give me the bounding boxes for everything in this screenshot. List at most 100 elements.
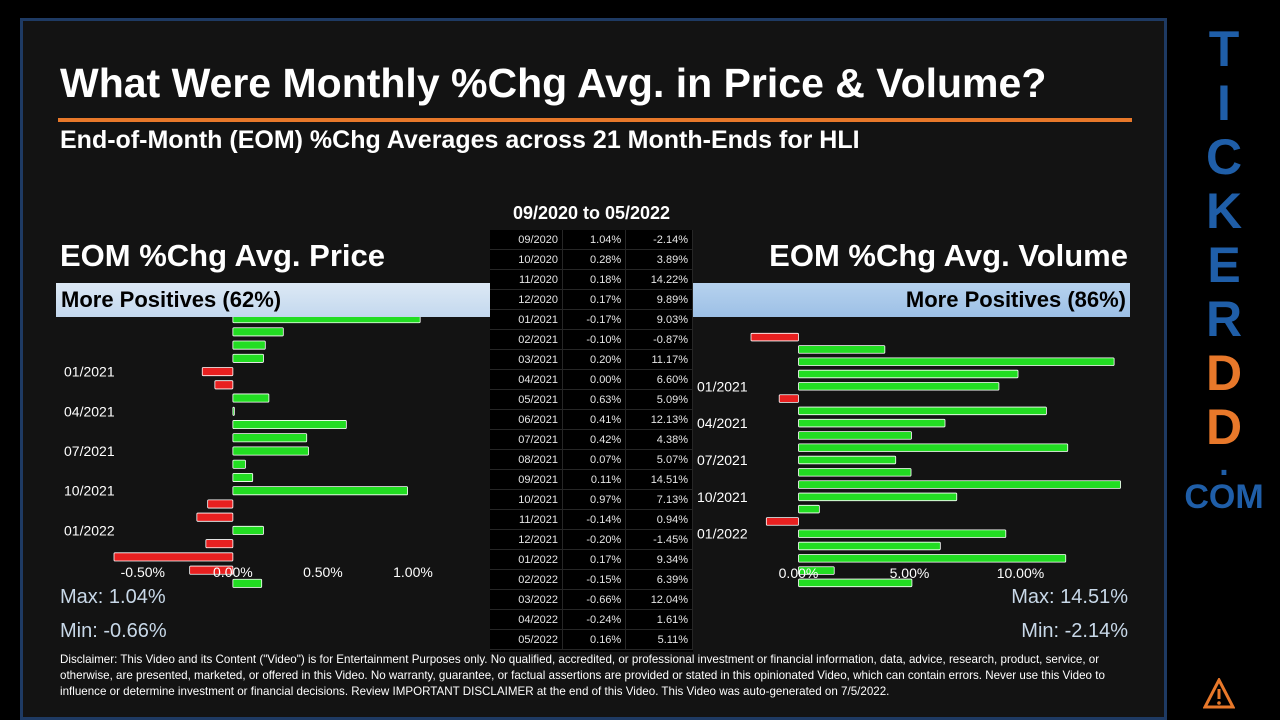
y-tick-label: 01/2022 (697, 526, 748, 542)
table-cell-volume-chg: 6.39% (625, 569, 693, 590)
bar-08/2021 (798, 468, 912, 477)
table-row: 12/2020 0.17% 9.89% (490, 289, 693, 310)
table-row: 06/2021 0.41% 12.13% (490, 409, 693, 430)
logo-letter: K (1205, 183, 1243, 239)
y-tick-label: 04/2021 (64, 403, 115, 419)
bar-03/2021 (232, 393, 270, 403)
y-tick-label: 07/2021 (64, 443, 115, 459)
logo-com: COM (1184, 478, 1264, 516)
table-cell-price-chg: 0.97% (562, 489, 627, 510)
y-tick-label: 01/2021 (697, 378, 748, 394)
table-row: 07/2021 0.42% 4.38% (490, 429, 693, 450)
table-row: 09/2021 0.11% 14.51% (490, 469, 693, 490)
table-cell-month: 12/2020 (490, 289, 563, 310)
table-cell-volume-chg: 11.17% (625, 349, 693, 370)
table-cell-volume-chg: 14.51% (625, 469, 693, 490)
table-row: 03/2021 0.20% 11.17% (490, 349, 693, 370)
table-cell-price-chg: 0.18% (562, 269, 627, 290)
x-tick-label: 10.00% (997, 565, 1044, 581)
logo-letter: T (1208, 21, 1240, 77)
table-cell-price-chg: 0.16% (562, 629, 627, 650)
logo-letter: C (1205, 129, 1243, 185)
table-cell-price-chg: 0.28% (562, 249, 627, 270)
bar-12/2020 (232, 353, 264, 363)
table-cell-volume-chg: 5.07% (625, 449, 693, 470)
table-cell-volume-chg: -1.45% (625, 529, 693, 550)
table-cell-month: 09/2021 (490, 469, 563, 490)
table-cell-month: 02/2021 (490, 329, 563, 350)
table-cell-volume-chg: 12.13% (625, 409, 693, 430)
bar-10/2020 (798, 345, 886, 354)
table-cell-month: 04/2021 (490, 369, 563, 390)
bar-09/2021 (798, 480, 1121, 489)
bar-08/2021 (232, 459, 246, 469)
table-cell-month: 03/2021 (490, 349, 563, 370)
x-tick-label: 0.50% (303, 564, 343, 580)
table-row: 11/2021 -0.14% 0.94% (490, 509, 693, 530)
bar-10/2021 (798, 492, 958, 502)
page-subtitle: End-of-Month (EOM) %Chg Averages across … (60, 126, 860, 154)
bar-03/2022 (798, 554, 1067, 563)
table-cell-volume-chg: 1.61% (625, 609, 693, 630)
monthly-data-table: 09/2020 1.04% -2.14% 10/2020 0.28% 3.89% 11/20… (490, 230, 693, 650)
bar-04/2021 (232, 406, 235, 416)
table-cell-month: 01/2021 (490, 309, 563, 330)
bar-04/2021 (798, 418, 946, 428)
bar-11/2020 (232, 340, 266, 350)
bar-12/2020 (798, 369, 1019, 379)
logo-dot: . (1219, 445, 1229, 483)
volume-min-value: Min: -2.14% (1021, 620, 1128, 642)
monthly-data-table-container: 09/2020 1.04% -2.14% 10/2020 0.28% 3.89% 11/20… (490, 230, 693, 652)
table-row: 09/2020 1.04% -2.14% (490, 230, 693, 250)
table-cell-month: 07/2021 (490, 429, 563, 450)
disclaimer-text: Disclaimer: This Video and its Content (… (60, 653, 1105, 698)
table-row: 04/2022 -0.24% 1.61% (490, 609, 693, 630)
bar-02/2021 (214, 380, 234, 390)
table-cell-volume-chg: -2.14% (625, 230, 693, 250)
table-cell-month: 08/2021 (490, 449, 563, 470)
table-cell-month: 06/2021 (490, 409, 563, 430)
table-cell-price-chg: -0.17% (562, 309, 627, 330)
table-cell-volume-chg: 3.89% (625, 249, 693, 270)
volume-bar-chart: 01/2021 04/2021 07/2021 10/2021 01/2022 0.00%… (693, 317, 1130, 594)
bar-04/2022 (798, 566, 835, 575)
price-bar-chart: 01/2021 04/2021 07/2021 10/2021 01/2022 -0.50… (56, 314, 490, 594)
bar-06/2021 (798, 443, 1069, 452)
logo-letter: E (1207, 237, 1241, 293)
table-cell-price-chg: -0.20% (562, 529, 627, 550)
bar-01/2021 (201, 367, 234, 377)
table-row: 02/2022 -0.15% 6.39% (490, 569, 693, 590)
volume-chart-title: EOM %Chg Avg. Volume (769, 238, 1128, 273)
logo-letter: D (1205, 399, 1243, 455)
table-cell-volume-chg: 5.11% (625, 629, 693, 650)
table-cell-price-chg: -0.15% (562, 569, 627, 590)
logo-letter: D (1205, 345, 1243, 401)
table-cell-price-chg: -0.14% (562, 509, 627, 530)
table-row: 05/2022 0.16% 5.11% (490, 629, 693, 650)
x-tick-label: 0.00% (213, 564, 253, 580)
bar-05/2022 (798, 578, 913, 588)
table-row: 10/2021 0.97% 7.13% (490, 489, 693, 510)
table-cell-price-chg: 0.42% (562, 429, 627, 450)
bar-07/2021 (232, 446, 309, 456)
table-cell-month: 11/2020 (490, 269, 563, 290)
table-cell-price-chg: 0.00% (562, 369, 627, 390)
price-min-value: Min: -0.66% (60, 620, 167, 642)
table-cell-month: 03/2022 (490, 589, 563, 610)
bar-02/2022 (205, 539, 234, 549)
bar-01/2021 (798, 382, 1000, 391)
table-cell-price-chg: 1.04% (562, 230, 627, 250)
table-row: 08/2021 0.07% 5.07% (490, 449, 693, 470)
table-cell-price-chg: 0.17% (562, 289, 627, 310)
table-cell-volume-chg: 12.04% (625, 589, 693, 610)
table-cell-price-chg: 0.07% (562, 449, 627, 470)
table-cell-volume-chg: -0.87% (625, 329, 693, 350)
bar-10/2020 (232, 327, 284, 337)
x-tick-label: 1.00% (393, 564, 433, 580)
y-tick-label: 07/2021 (697, 452, 748, 468)
price-chart-title: EOM %Chg Avg. Price (60, 238, 385, 273)
table-row: 12/2021 -0.20% -1.45% (490, 529, 693, 550)
bar-10/2021 (232, 486, 408, 496)
table-cell-volume-chg: 7.13% (625, 489, 693, 510)
table-row: 01/2021 -0.17% 9.03% (490, 309, 693, 330)
